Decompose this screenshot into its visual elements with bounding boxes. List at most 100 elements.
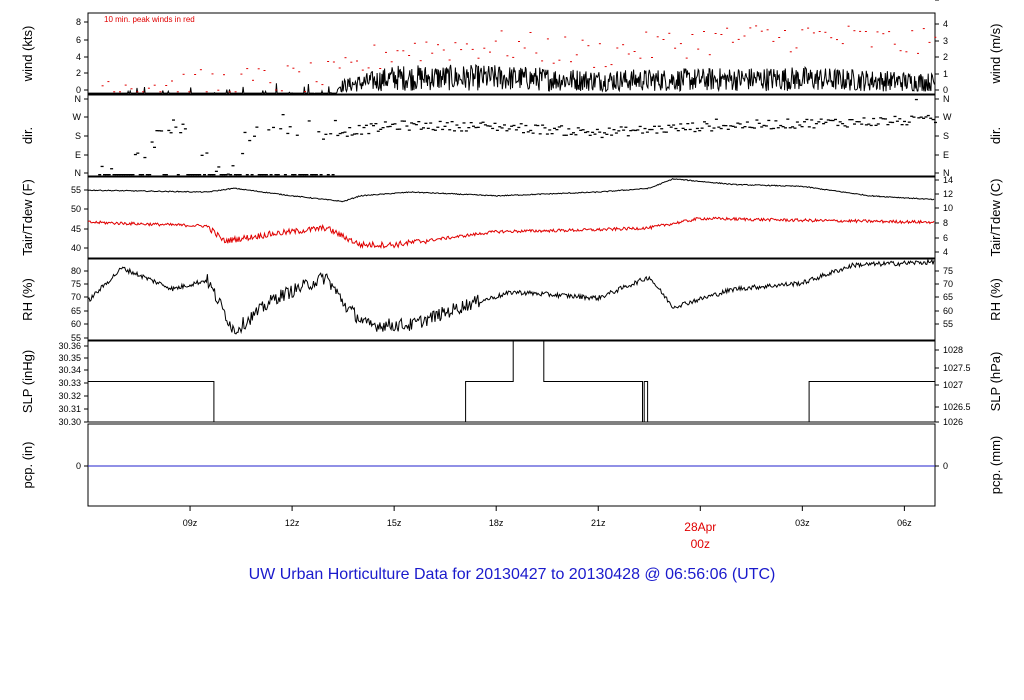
wind-dir-mark [607, 127, 611, 129]
wind-dir-mark [267, 129, 271, 131]
y-tick-label-left: N [75, 168, 82, 178]
wind-dir-mark [162, 174, 166, 176]
wind-dir-mark [207, 174, 211, 176]
wind-dir-mark [138, 174, 142, 176]
wind-dir-mark [588, 134, 592, 136]
wind-dir-mark [183, 128, 187, 130]
wind-dir-mark [436, 126, 440, 128]
wind-dir-mark [283, 174, 287, 176]
y-tick-label-right: 12 [943, 189, 953, 199]
y-tick-label-right: 0 [943, 85, 948, 95]
y-tick-label-right: N [943, 168, 950, 178]
wind-dir-mark [864, 124, 868, 126]
y-tick-label-left: 60 [71, 319, 81, 329]
y-tick-label-right: 1028 [943, 345, 963, 355]
wind-dir-mark [205, 152, 209, 154]
wind-dir-mark [376, 130, 380, 132]
wind-dir-mark [748, 126, 752, 128]
wind-dir-mark [912, 116, 916, 118]
peak-wind-dot [494, 40, 497, 42]
peak-wind-dot [824, 31, 827, 33]
peak-wind-dot [315, 81, 318, 83]
peak-wind-dot [159, 91, 162, 93]
wind-dir-mark [826, 119, 830, 121]
peak-wind-dot [726, 27, 729, 29]
wind-dir-mark [393, 123, 397, 125]
peak-wind-dot [228, 91, 231, 93]
wind-dir-mark [686, 123, 690, 125]
peak-wind-dot [385, 51, 387, 53]
panel-dir [84, 94, 939, 177]
peak-wind-dot [882, 33, 885, 35]
wind-dir-mark [167, 129, 171, 132]
peak-wind-dot [685, 57, 688, 59]
wind-dir-mark [314, 174, 318, 176]
peak-wind-dot [286, 65, 289, 67]
panel-temp [84, 176, 939, 259]
wind-dir-mark [153, 146, 156, 148]
peak-wind-dot [257, 68, 260, 70]
wind-dir-mark [907, 121, 911, 123]
peak-wind-dot [205, 91, 208, 93]
y-tick-label-right: 1027.5 [943, 363, 971, 373]
wind-dir-mark [200, 154, 204, 156]
peak-wind-dot [280, 90, 283, 92]
y-tick-label-right: 4 [943, 19, 948, 29]
wind-dir-mark [824, 121, 828, 123]
wind-dir-mark [869, 124, 873, 127]
panel-rh [84, 0, 939, 341]
y-tick-label-right: 10 [943, 203, 953, 213]
peak-wind-dot [396, 50, 399, 52]
peak-wind-dot [801, 29, 804, 31]
y-tick-label-left: 2 [76, 68, 81, 78]
y-tick-label-left: 30.32 [58, 391, 81, 401]
wind-dir-mark [917, 117, 921, 119]
wind-dir-mark [400, 120, 404, 122]
peak-wind-dot [772, 40, 775, 42]
peak-wind-dot [731, 41, 734, 43]
wind-dir-mark [419, 128, 423, 130]
peak-wind-dot [460, 49, 463, 51]
y-axis-label-right: Tair/Tdew (C) [988, 178, 1003, 256]
wind-dir-mark [845, 126, 849, 128]
wind-dir-mark [198, 174, 202, 176]
wind-dir-mark [262, 174, 266, 176]
day-label-hour: 00z [691, 537, 710, 551]
y-tick-label-right: 75 [943, 266, 953, 276]
y-tick-label-left: 30.33 [58, 378, 81, 388]
peak-wind-dot [818, 31, 821, 32]
wind-dir-mark [450, 121, 454, 123]
peak-wind-dot [708, 54, 711, 56]
wind-dir-mark [881, 118, 885, 120]
peak-wind-dot [211, 73, 214, 75]
wind-dir-mark [636, 129, 640, 131]
y-axis-label-left: dir. [20, 127, 35, 144]
wind-dir-mark [638, 125, 642, 128]
peak-wind-dot [199, 69, 202, 71]
y-tick-label-left: S [75, 131, 81, 141]
peak-wind-dot [373, 44, 376, 46]
wind-dir-mark [541, 124, 545, 126]
wind-dir-mark [612, 129, 616, 131]
wind-dir-mark [124, 174, 128, 176]
wind-dir-mark [648, 128, 652, 131]
y-axis-label-right: SLP (hPa) [988, 352, 1003, 412]
peak-wind-dot [928, 41, 931, 43]
peak-wind-dot [402, 50, 405, 52]
y-tick-label-right: 0 [943, 461, 948, 471]
wind-dir-mark [495, 129, 499, 131]
wind-dir-mark [500, 127, 504, 129]
wind-dir-mark [143, 156, 147, 159]
panel-frame [87, 94, 936, 177]
wind-dir-mark [764, 125, 768, 127]
wind-dir-mark [512, 124, 516, 127]
y-tick-label-left: 80 [71, 266, 81, 276]
wind-dir-mark [274, 174, 278, 176]
peak-wind-dot [171, 80, 173, 82]
wind-dir-mark [693, 130, 697, 133]
wind-dir-mark [698, 130, 702, 132]
wind-dir-mark [814, 123, 818, 125]
wind-dir-mark [595, 128, 599, 131]
wind-dir-mark [886, 124, 890, 126]
peak-wind-dot [598, 43, 601, 45]
